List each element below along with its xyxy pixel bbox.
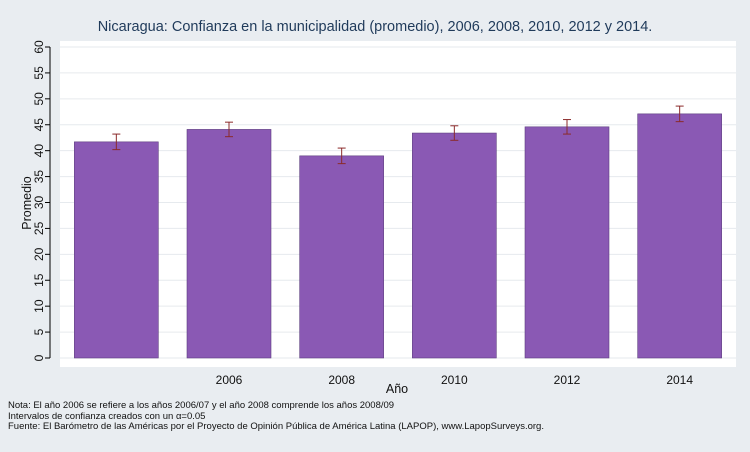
y-tick-label: 55 (32, 66, 46, 80)
bar (74, 141, 159, 359)
bar (524, 126, 610, 359)
y-tick-label: 15 (32, 273, 46, 287)
y-tick-label: 45 (32, 118, 46, 132)
gridlines (60, 46, 736, 359)
bar (186, 129, 272, 359)
y-tick-label: 30 (32, 196, 46, 210)
plot-area (60, 41, 736, 367)
x-tick-label: 2006 (216, 373, 243, 387)
y-tick-label: 10 (32, 299, 46, 313)
footnote-year-note: Nota: El año 2006 se refiere a los años … (8, 400, 395, 411)
bar (299, 155, 384, 359)
bar (412, 132, 497, 359)
error-bars (112, 105, 684, 165)
bar (637, 113, 722, 359)
y-tick-label: 20 (32, 247, 46, 261)
y-tick-label: 5 (32, 328, 46, 335)
y-tick-label: 25 (32, 221, 46, 235)
footnotes: Nota: El año 2006 se refiere a los años … (8, 400, 544, 433)
footnote-confidence-note: Intervalos de confianza creados con un α… (8, 410, 206, 422)
y-tick-label: 0 (32, 354, 46, 361)
x-tick-label: 2010 (441, 373, 468, 387)
chart-title: Nicaragua: Confianza en la municipalidad… (98, 19, 653, 35)
x-axis: 2006 2008 2010 2012 2014 (216, 373, 694, 387)
y-tick-label: 50 (32, 92, 46, 106)
y-tick-label: 60 (32, 40, 46, 54)
footnote-source: Fuente: El Barómetro de las Américas por… (8, 421, 544, 432)
y-tick-label: 35 (32, 170, 46, 184)
x-tick-label: 2012 (554, 373, 581, 387)
x-tick-label: 2008 (328, 373, 355, 387)
y-tick-label: 40 (32, 144, 46, 158)
x-tick-label: 2014 (666, 373, 693, 387)
y-axis-label: Promedio (20, 176, 34, 230)
x-axis-label: Año (386, 382, 408, 396)
bars (74, 113, 722, 359)
y-axis: 0 5 10 15 20 25 30 35 40 45 50 55 60 (32, 40, 51, 361)
